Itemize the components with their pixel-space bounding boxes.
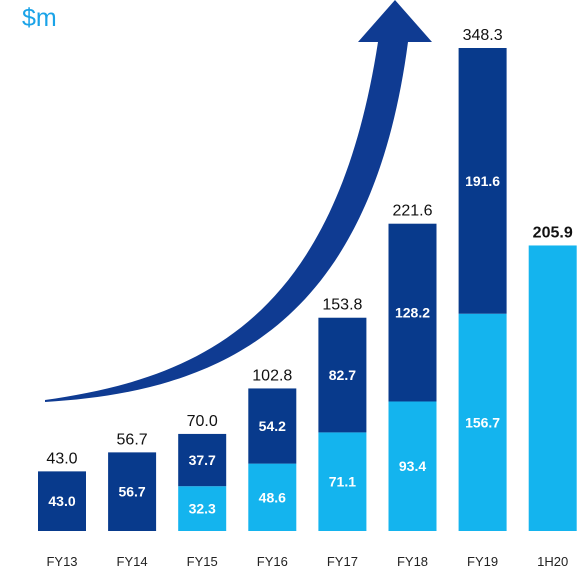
bar-light-FY17 [318, 432, 367, 531]
x-tick-label: FY16 [257, 554, 288, 569]
bar-light-FY15 [178, 486, 227, 531]
bar-light-FY19 [458, 313, 507, 531]
total-label: 221.6 [392, 203, 432, 220]
segment-label-dark: 37.7 [189, 452, 216, 468]
segment-label-light: 71.1 [329, 474, 356, 490]
segment-label-light: 32.3 [189, 501, 216, 517]
bars-group [38, 48, 577, 532]
bar-light-1H20 [528, 245, 577, 532]
x-tick-label: FY15 [187, 554, 218, 569]
total-label: 153.8 [322, 297, 362, 314]
x-tick-label: FY18 [397, 554, 428, 569]
bar-dark-FY13 [38, 471, 86, 531]
bar-dark-FY17 [318, 317, 367, 433]
total-label: 70.0 [187, 413, 218, 430]
bar-dark-FY15 [178, 433, 227, 487]
x-tick-label: FY14 [117, 554, 148, 569]
segment-label-dark: 128.2 [395, 305, 430, 321]
segment-label-dark: 54.2 [259, 418, 286, 434]
segment-label-dark: 43.0 [48, 493, 75, 509]
bar-dark-FY16 [248, 388, 297, 464]
total-label: 348.3 [463, 27, 503, 44]
bar-dark-FY14 [108, 452, 157, 531]
bar-dark-FY19 [458, 48, 507, 314]
segment-label-light: 48.6 [259, 489, 286, 505]
bar-light-FY16 [248, 463, 297, 531]
segment-label-dark: 191.6 [465, 173, 500, 189]
x-tick-label: FY19 [467, 554, 498, 569]
segment-label-light: 156.7 [465, 414, 500, 430]
growth-arrow [45, 0, 432, 402]
segment-label-dark: 82.7 [329, 367, 356, 383]
segment-label-light: 93.4 [399, 458, 426, 474]
total-label: 102.8 [252, 367, 292, 384]
x-tick-label: FY17 [327, 554, 358, 569]
total-label: 43.0 [46, 450, 77, 467]
x-tick-label: FY13 [46, 554, 77, 569]
bar-dark-FY18 [388, 223, 437, 402]
total-label: 205.9 [533, 224, 573, 241]
segment-label-dark: 56.7 [118, 484, 145, 500]
x-tick-label: 1H20 [537, 554, 568, 569]
labels-group: 43.0 43.0 FY13 56.7 56.7 FY14 32.3 37.7 70.0 FY15… [46, 27, 572, 569]
unit-label: $m [22, 4, 57, 32]
total-label: 56.7 [117, 431, 148, 448]
bar-light-FY18 [388, 401, 437, 531]
